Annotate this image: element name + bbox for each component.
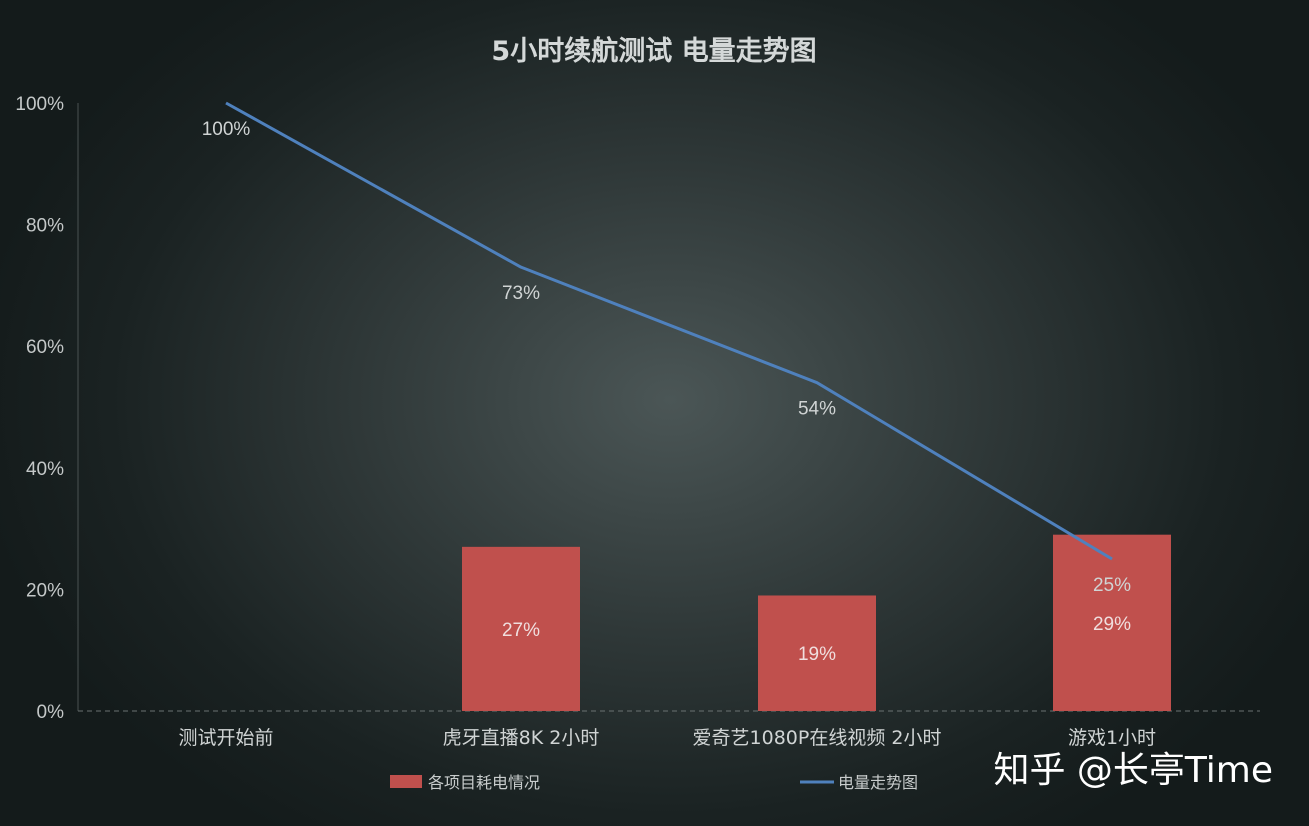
category-label: 虎牙直播8K 2小时 — [443, 727, 600, 749]
category-label: 游戏1小时 — [1068, 727, 1156, 749]
bar — [462, 546, 580, 711]
chart-title: 5小时续航测试 电量走势图 — [491, 35, 816, 67]
line-data-label: 25% — [1093, 575, 1131, 596]
line-series: 100% 73% 54% 25% — [202, 101, 1131, 596]
category-label: 爱奇艺1080P在线视频 2小时 — [693, 727, 942, 749]
y-tick-label: 100% — [15, 94, 64, 115]
y-tick-label: 0% — [37, 702, 65, 723]
watermark: 知乎 @长亭Time — [993, 750, 1273, 791]
y-tick-label: 20% — [26, 580, 64, 601]
category-label: 测试开始前 — [178, 727, 273, 749]
line-path — [225, 101, 1113, 561]
line-data-label: 73% — [502, 283, 540, 304]
bar — [758, 595, 876, 711]
legend-line-label: 电量走势图 — [838, 773, 918, 792]
line-data-label: 54% — [798, 399, 836, 420]
legend: 各项目耗电情况 电量走势图 — [390, 773, 918, 792]
y-tick-label: 80% — [26, 216, 64, 237]
bar-data-label: 19% — [798, 644, 836, 665]
y-tick-label: 40% — [26, 459, 64, 480]
line-data-label: 100% — [202, 119, 251, 140]
category-labels: 测试开始前 虎牙直播8K 2小时 爱奇艺1080P在线视频 2小时 游戏1小时 — [178, 727, 1156, 749]
y-tick-labels: 0% 20% 40% 60% 80% 100% — [15, 94, 64, 723]
bar — [1053, 534, 1171, 711]
bar-data-label: 29% — [1093, 614, 1131, 635]
y-tick-label: 60% — [26, 337, 64, 358]
bar-data-label: 27% — [502, 620, 540, 641]
bar-series: 27% 19% 29% — [462, 534, 1171, 711]
legend-bar-label: 各项目耗电情况 — [428, 773, 540, 792]
legend-bar-swatch — [390, 775, 422, 788]
